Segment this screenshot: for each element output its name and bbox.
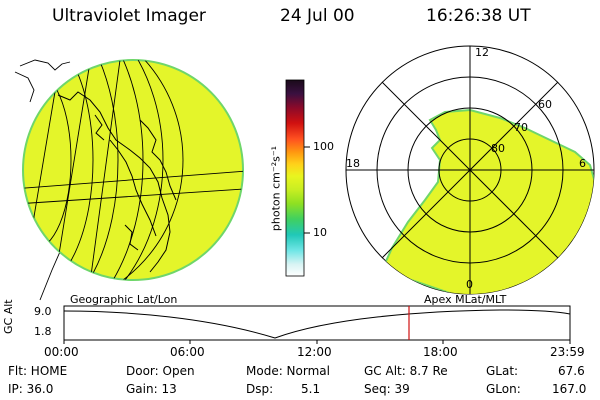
- time-label: 16:26:38 UT: [426, 6, 531, 26]
- door-status: Door: Open: [126, 364, 195, 378]
- sequence-value: Seq: 39: [364, 382, 410, 396]
- geographic-panel-label: Geographic Lat/Lon: [70, 293, 178, 306]
- flight-status: Flt: HOME: [8, 364, 68, 378]
- coastlines: [57, 91, 177, 273]
- instrument-title: Ultraviolet Imager: [52, 6, 206, 26]
- apex-panel-label: Apex MLat/MLT: [424, 293, 507, 306]
- mlt-label-12: 12: [475, 46, 489, 59]
- mlat-label-80: 80: [491, 142, 505, 155]
- gc-altitude: GC Alt: 8.7 Re: [364, 364, 448, 378]
- disk-fill: [22, 59, 244, 281]
- altitude-curve: [63, 309, 571, 339]
- glon-label: GLon:: [486, 382, 521, 396]
- dsp-label: Dsp:: [246, 382, 274, 396]
- glon-value: 167.0: [552, 382, 587, 396]
- timeline-xtick-0600: 06:00: [170, 345, 205, 359]
- gain-value: Gain: 13: [126, 382, 177, 396]
- dsp-value: 5.1: [301, 382, 321, 396]
- mode-status: Mode: Normal: [246, 364, 330, 378]
- timeline-xtick-0000: 00:00: [44, 345, 79, 359]
- mlt-label-6: 6: [579, 157, 586, 170]
- timeline-ytick-1-8: 1.8: [34, 325, 52, 338]
- date-label: 24 Jul 00: [280, 6, 355, 26]
- ip-value: IP: 36.0: [8, 382, 54, 396]
- timeline-xtick-1200: 12:00: [297, 345, 332, 359]
- mlt-label-0: 0: [466, 278, 473, 291]
- timeline-xtick-2359: 23:59: [550, 345, 585, 359]
- timeline-ytick-9: 9.0: [34, 305, 52, 318]
- colorbar-tick-label-10: 10: [313, 226, 327, 239]
- colorbar-scale: [285, 79, 305, 277]
- timeline-ylabel: GC Alt: [2, 299, 15, 334]
- timeline-frame: [63, 305, 571, 341]
- glat-label: GLat:: [486, 364, 519, 378]
- timeline-ticks: [63, 340, 571, 344]
- glat-value: 67.6: [558, 364, 585, 378]
- mlat-label-70: 70: [514, 121, 528, 134]
- mlt-label-18: 18: [346, 157, 360, 170]
- colorbar-tick-label-100: 100: [313, 140, 334, 153]
- mlat-label-60: 60: [538, 98, 552, 111]
- timeline-xtick-1800: 18:00: [423, 345, 458, 359]
- polar-grid: [346, 46, 594, 294]
